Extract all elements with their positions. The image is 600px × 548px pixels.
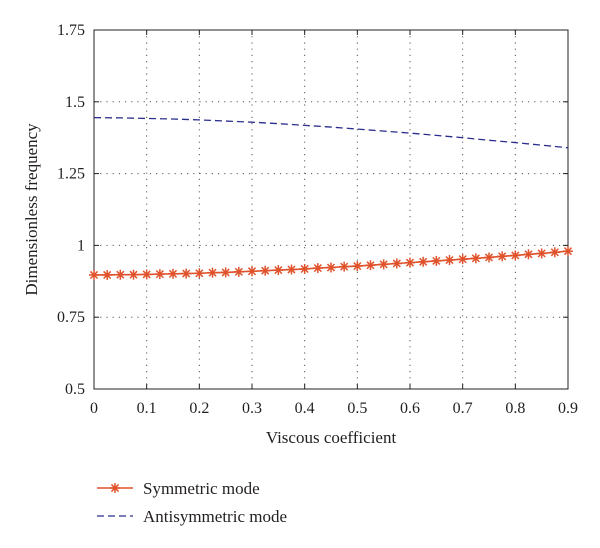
data-point-symmetric: [207, 267, 218, 278]
data-point-symmetric: [141, 269, 152, 280]
data-point-symmetric: [260, 265, 271, 276]
y-tick-label: 0.5: [65, 381, 85, 398]
data-point-symmetric: [128, 269, 139, 280]
series-layer: [89, 116, 573, 280]
y-tick-label: 1.5: [65, 94, 85, 111]
x-tick-label: 0.3: [242, 400, 262, 417]
data-point-symmetric: [484, 252, 494, 263]
data-point-symmetric: [457, 254, 468, 265]
data-point-symmetric: [194, 268, 205, 279]
data-point-symmetric: [418, 256, 429, 267]
data-point-symmetric: [326, 262, 336, 273]
y-axis-label: Dimensionless frequency: [22, 123, 41, 296]
data-point-symmetric: [563, 246, 573, 257]
data-point-symmetric: [497, 251, 508, 262]
data-point-symmetric: [339, 261, 350, 272]
x-tick-label: 0.5: [347, 400, 367, 417]
data-point-symmetric: [431, 255, 442, 266]
data-point-symmetric: [312, 263, 323, 274]
data-point-symmetric: [405, 257, 415, 268]
grid-lines: [94, 30, 568, 389]
data-point-symmetric: [536, 248, 547, 259]
data-point-symmetric: [181, 268, 192, 279]
data-point-symmetric: [168, 268, 178, 279]
data-point-symmetric: [299, 263, 310, 274]
x-tick-label: 0.9: [558, 400, 578, 417]
data-point-symmetric: [220, 267, 231, 278]
x-tick-label: 0.4: [295, 400, 315, 417]
legend-marker-star: [110, 483, 120, 493]
data-point-symmetric: [233, 266, 244, 277]
legend-marker-symmetric: [110, 483, 120, 493]
data-point-symmetric: [510, 250, 521, 261]
data-point-symmetric: [273, 265, 284, 276]
x-tick-label: 0.8: [505, 400, 525, 417]
data-point-symmetric: [286, 264, 297, 275]
data-point-symmetric: [378, 259, 389, 270]
data-point-symmetric: [444, 255, 455, 266]
y-tick-label: 1.25: [57, 166, 85, 183]
data-point-symmetric: [549, 247, 560, 258]
data-point-symmetric: [102, 269, 113, 280]
x-tick-label: 0: [90, 400, 98, 417]
y-tick-label: 0.75: [57, 309, 85, 326]
x-axis-label: Viscous coefficient: [266, 428, 397, 447]
legend-label-symmetric: Symmetric mode: [143, 479, 260, 498]
legend-item-antisymmetric: Antisymmetric mode: [97, 507, 287, 526]
data-point-symmetric: [352, 261, 363, 272]
data-point-symmetric: [154, 269, 165, 280]
legend-item-symmetric: Symmetric mode: [97, 479, 260, 498]
data-point-symmetric: [365, 260, 376, 271]
data-point-symmetric: [89, 269, 99, 280]
data-point-symmetric: [523, 249, 534, 260]
legend-label-antisymmetric: Antisymmetric mode: [143, 507, 287, 526]
series-line-antisymmetric: [93, 116, 569, 149]
x-tick-label: 0.7: [453, 400, 473, 417]
data-point-symmetric: [247, 266, 257, 277]
legend: Symmetric mode Antisymmetric mode: [97, 479, 287, 526]
plot-area: [93, 29, 569, 390]
axis-ticks: 0 0.1 0.2 0.3 0.4 0.5 0.6 0.7 0.8 0.9 0.5 0.75 1 1.25…: [57, 22, 578, 417]
data-point-symmetric: [391, 258, 402, 269]
data-point-symmetric: [115, 269, 126, 280]
x-tick-label: 0.1: [137, 400, 157, 417]
data-point-symmetric: [470, 253, 481, 264]
x-tick-label: 0.6: [400, 400, 420, 417]
y-tick-label: 1.75: [57, 22, 85, 39]
x-tick-label: 0.2: [189, 400, 209, 417]
y-tick-label: 1: [77, 237, 85, 254]
